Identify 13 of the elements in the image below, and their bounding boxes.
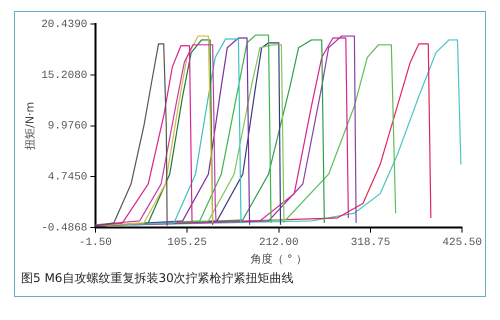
x-tick-label: 212.00 (258, 237, 299, 250)
x-tick-label: -1.50 (78, 237, 112, 250)
y-tick-label: 4.7450 (48, 172, 88, 184)
x-tick-label: 318.75 (350, 237, 390, 250)
caption: 图5 M6自攻螺纹重复拆装30次拧紧枪拧紧扭矩曲线 (21, 270, 294, 287)
x-axis-title: 角度（ ° ） (250, 252, 308, 266)
y-tick-label: 15.2080 (41, 70, 88, 82)
x-tick-label: 105.25 (167, 237, 207, 250)
y-tick-label: 9.9760 (48, 120, 88, 133)
y-axis-title: 扭矩/N·m (23, 102, 36, 150)
y-tick-label: 20.4390 (41, 18, 88, 31)
y-tick-label: -0.4868 (41, 222, 88, 235)
x-tick-label: 425.50 (442, 237, 482, 250)
